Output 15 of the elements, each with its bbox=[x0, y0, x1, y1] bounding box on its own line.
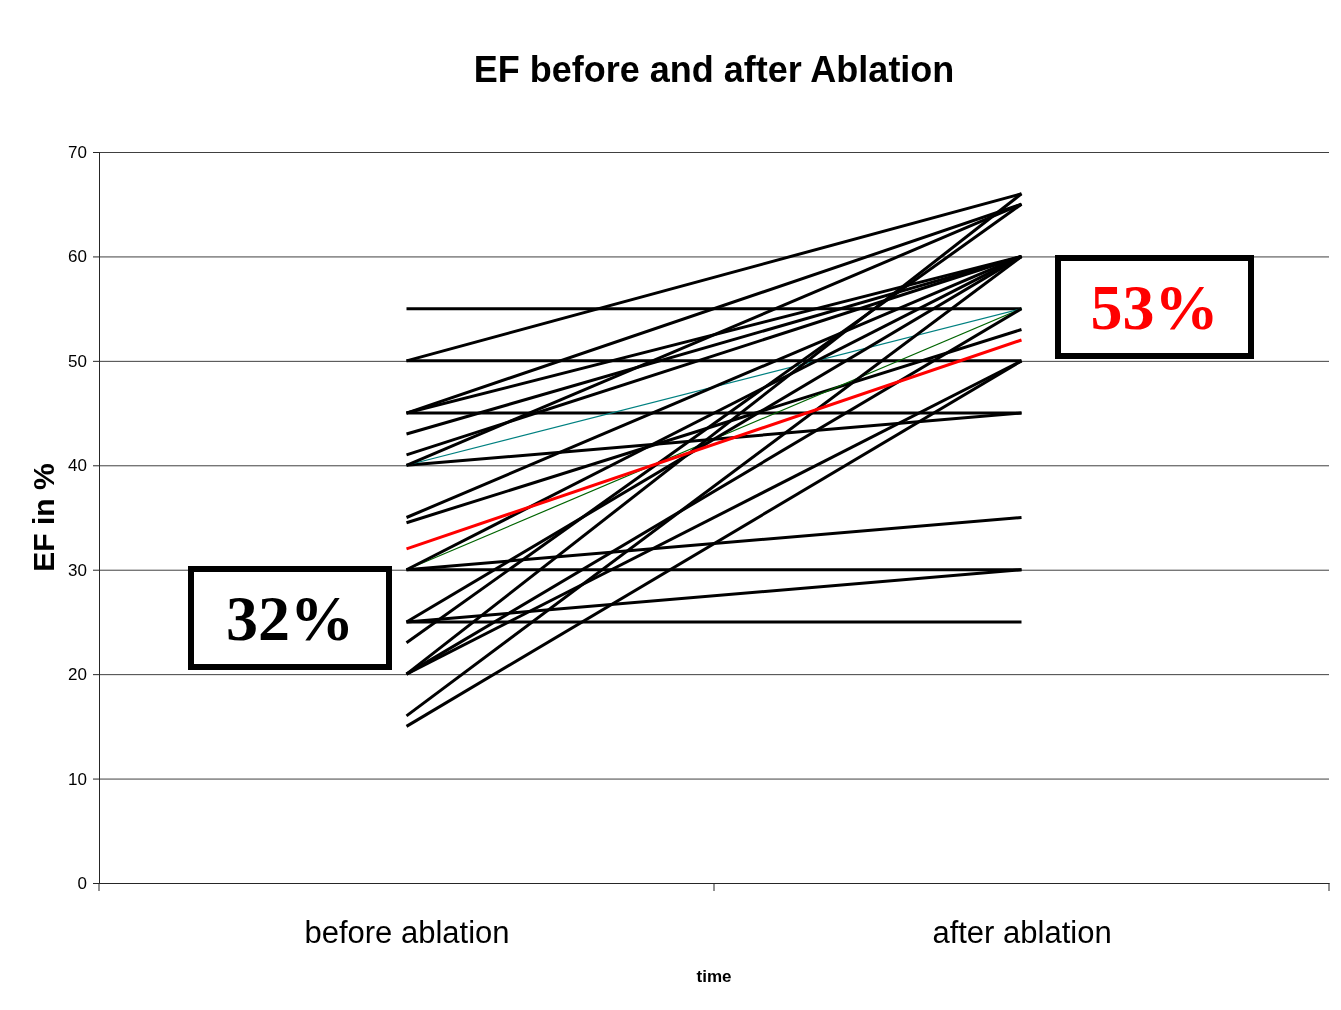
y-tick-label: 50 bbox=[68, 351, 87, 371]
x-tick-label: after ablation bbox=[932, 915, 1112, 951]
annotation: 32% bbox=[226, 583, 354, 654]
y-tick-label: 40 bbox=[68, 456, 87, 476]
y-tick-label: 0 bbox=[77, 873, 87, 893]
y-tick-label: 30 bbox=[68, 560, 87, 580]
y-tick-label: 70 bbox=[68, 142, 87, 162]
chart-title: EF before and after Ablation bbox=[473, 49, 955, 90]
y-tick-label: 10 bbox=[68, 769, 87, 789]
y-tick-label: 60 bbox=[68, 247, 87, 267]
x-axis-title: time bbox=[696, 967, 732, 986]
y-tick-label: 20 bbox=[68, 665, 87, 685]
annotation: 53% bbox=[1090, 272, 1219, 343]
x-tick-label: before ablation bbox=[304, 915, 510, 951]
y-axis-title: EF in % bbox=[27, 463, 60, 572]
